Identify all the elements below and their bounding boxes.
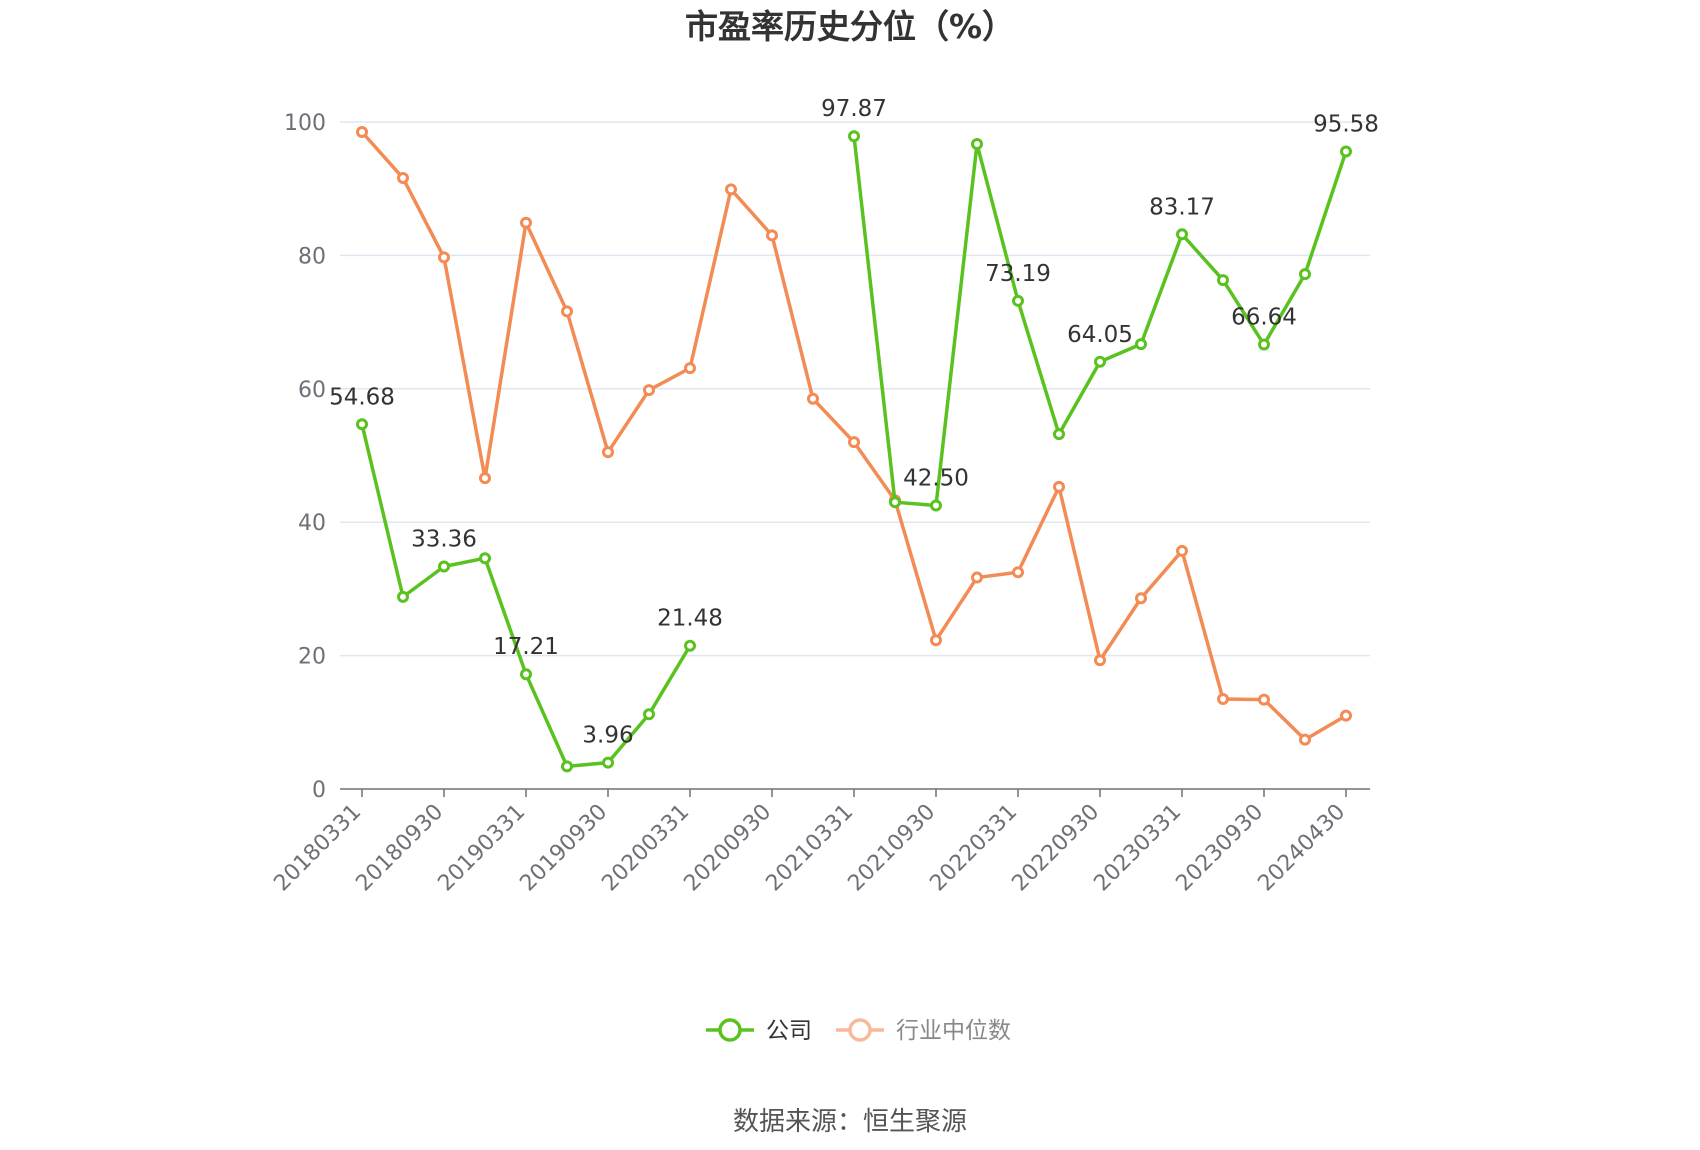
- chart-title: 市盈率历史分位（%）: [685, 7, 1015, 46]
- data-point-industry-median: [930, 634, 942, 647]
- data-point-company: [1258, 338, 1270, 351]
- data-label: 21.48: [657, 606, 723, 632]
- data-label: 42.50: [903, 466, 969, 492]
- data-point-industry-median: [643, 384, 655, 397]
- data-point-industry-median: [684, 362, 696, 375]
- data-label: 17.21: [493, 634, 559, 660]
- data-point-company: [1176, 228, 1188, 241]
- data-point-industry-median: [1176, 544, 1188, 557]
- series-layer: [356, 126, 1352, 773]
- x-tick-label: 20210331: [761, 800, 858, 897]
- data-point-industry-median: [602, 446, 614, 459]
- y-tick-label: 0: [312, 778, 326, 803]
- data-point-industry-median: [1012, 566, 1024, 579]
- data-label: 83.17: [1149, 194, 1215, 220]
- x-tick-label: 20180331: [269, 800, 366, 897]
- x-tick-label: 20190930: [515, 800, 612, 897]
- data-label: 95.58: [1313, 111, 1379, 137]
- data-point-industry-median: [1053, 480, 1065, 493]
- data-point-company: [1094, 355, 1106, 368]
- data-point-company: [1340, 145, 1352, 158]
- data-point-industry-median: [356, 126, 368, 139]
- y-tick-label: 40: [298, 511, 326, 536]
- data-point-industry-median: [1340, 709, 1352, 722]
- data-point-company: [356, 418, 368, 431]
- y-tick-label: 80: [298, 244, 326, 269]
- data-point-company: [1012, 294, 1024, 307]
- x-tick-label: 20180930: [351, 800, 448, 897]
- data-point-company: [602, 756, 614, 769]
- series-line-company: [360, 423, 692, 769]
- x-tick-label: 20220331: [925, 800, 1022, 897]
- data-point-industry-median: [848, 436, 860, 449]
- data-point-industry-median: [561, 305, 573, 318]
- legend-marker: [848, 1018, 872, 1042]
- x-tick-label: 20230331: [1089, 800, 1186, 897]
- data-label: 33.36: [411, 526, 477, 552]
- data-point-company: [889, 496, 901, 509]
- data-point-company: [1135, 338, 1147, 351]
- data-label: 66.64: [1231, 305, 1297, 331]
- data-point-industry-median: [1258, 693, 1270, 706]
- x-tick-label: 20210930: [843, 800, 940, 897]
- data-point-industry-median: [397, 172, 409, 185]
- legend: 公司 行业中位数: [706, 1018, 1011, 1044]
- data-label: 73.19: [985, 261, 1051, 287]
- data-point-company: [561, 760, 573, 773]
- y-axis-ticks: 0 20 40 60 80 100: [284, 111, 326, 803]
- legend-label: 行业中位数: [896, 1018, 1011, 1044]
- data-point-industry-median: [1135, 592, 1147, 605]
- legend-label: 公司: [766, 1018, 812, 1044]
- y-tick-label: 100: [284, 111, 326, 136]
- data-source: 数据来源：恒生聚源: [733, 1107, 967, 1137]
- data-point-company: [971, 138, 983, 151]
- data-point-industry-median: [1299, 733, 1311, 746]
- data-point-company: [479, 552, 491, 565]
- data-point-company: [684, 639, 696, 652]
- data-point-industry-median: [725, 183, 737, 196]
- y-tick-label: 60: [298, 378, 326, 403]
- data-point-industry-median: [438, 251, 450, 264]
- data-point-company: [643, 708, 655, 721]
- data-point-company: [1299, 268, 1311, 281]
- data-point-company: [1217, 274, 1229, 287]
- data-point-company: [520, 668, 532, 681]
- legend-marker: [718, 1018, 742, 1042]
- x-axis: 2018033120180930201903312019093020200331…: [269, 788, 1370, 897]
- x-tick-label: 20230930: [1171, 800, 1268, 897]
- data-point-industry-median: [1094, 654, 1106, 667]
- data-point-industry-median: [479, 472, 491, 485]
- x-tick-label: 20200331: [597, 800, 694, 897]
- x-tick-label: 20220930: [1007, 800, 1104, 897]
- data-label: 64.05: [1067, 322, 1133, 348]
- data-point-industry-median: [1217, 692, 1229, 705]
- data-labels: 54.68 33.36 17.21 3.96 21.48 97.87 42.50 73.19 6…: [329, 96, 1379, 748]
- data-point-company: [1053, 428, 1065, 441]
- grid-lines: [340, 121, 1370, 657]
- x-tick-label: 20200930: [679, 800, 776, 897]
- x-tick-label: 20190331: [433, 800, 530, 897]
- data-point-industry-median: [971, 571, 983, 584]
- data-point-company: [930, 499, 942, 512]
- data-label: 3.96: [582, 723, 633, 749]
- x-tick-label: 20240430: [1253, 800, 1350, 897]
- data-label: 97.87: [821, 96, 887, 122]
- data-point-industry-median: [766, 229, 778, 242]
- y-tick-label: 20: [298, 645, 326, 670]
- data-point-industry-median: [520, 216, 532, 229]
- data-point-company: [438, 560, 450, 573]
- data-point-company: [397, 590, 409, 603]
- data-label: 54.68: [329, 384, 395, 410]
- data-point-industry-median: [807, 392, 819, 405]
- data-point-company: [848, 130, 860, 143]
